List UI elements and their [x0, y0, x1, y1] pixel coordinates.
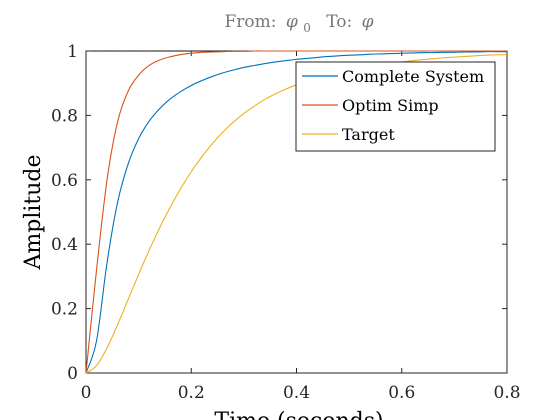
x-tick-label: 0.2	[178, 383, 205, 403]
legend-label-optim-simp: Optim Simp	[342, 96, 439, 115]
subtitle-from-label: From:	[224, 12, 276, 32]
x-axis-label: Time (seconds)	[214, 409, 383, 420]
y-tick-label: 0.8	[51, 106, 78, 126]
series-line-optim-simp	[85, 50, 507, 374]
legend-box	[295, 61, 496, 152]
subtitle-to-symbol: φ	[362, 12, 374, 32]
y-axis-label: Amplitude	[21, 154, 46, 270]
y-tick-label: 0.6	[51, 171, 78, 191]
legend-label-target: Target	[342, 125, 395, 144]
chart-subtitle: From: φ 0 To: φ	[224, 12, 373, 37]
subtitle-to-label: To:	[326, 12, 352, 32]
x-tick-label: 0.4	[283, 383, 310, 403]
y-tick-label: 0.2	[51, 300, 78, 320]
y-tick-label: 0	[67, 364, 78, 384]
legend-label-complete-system: Complete System	[342, 67, 484, 86]
x-tick-label: 0.8	[493, 383, 520, 403]
y-tick-label: 0.4	[51, 235, 78, 255]
subtitle-from-subscript: 0	[303, 21, 311, 35]
legend: Complete System Optim Simp Target	[295, 61, 496, 152]
x-tick-label: 0	[81, 383, 92, 403]
series-line-complete-system	[85, 51, 507, 374]
subtitle-from-symbol: φ	[286, 12, 298, 32]
x-tick-label: 0.6	[388, 383, 415, 403]
y-tick-label: 1	[67, 42, 78, 62]
